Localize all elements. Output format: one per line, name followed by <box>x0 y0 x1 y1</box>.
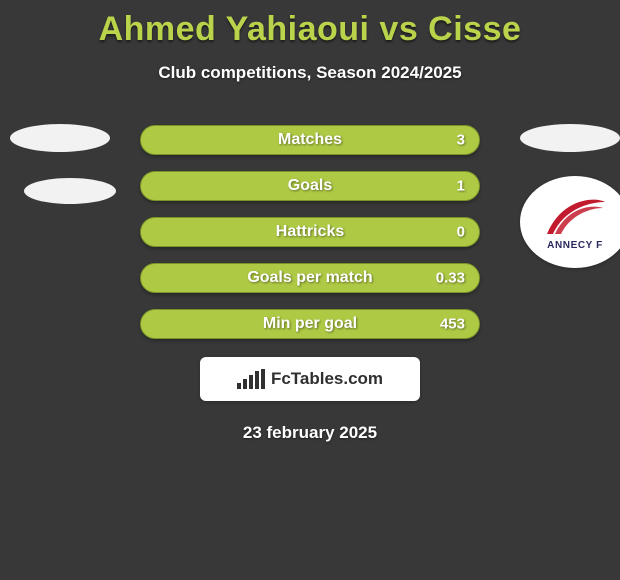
stat-value: 3 <box>457 132 465 149</box>
stat-bar: Min per goal 453 <box>140 309 480 339</box>
stat-label: Goals per match <box>247 269 372 287</box>
left-club-placeholder-2 <box>24 178 116 204</box>
date-text: 23 february 2025 <box>0 423 620 443</box>
page-subtitle: Club competitions, Season 2024/2025 <box>0 63 620 83</box>
right-club-placeholder-1 <box>520 124 620 152</box>
stat-label: Matches <box>278 131 342 149</box>
stat-bar: Hattricks 0 <box>140 217 480 247</box>
stat-bar: Goals per match 0.33 <box>140 263 480 293</box>
branding-text: FcTables.com <box>271 369 383 389</box>
right-club-badge: ANNECY F <box>520 176 620 268</box>
annecy-swoosh-icon <box>543 194 607 238</box>
stat-bar: Goals 1 <box>140 171 480 201</box>
page-title: Ahmed Yahiaoui vs Cisse <box>0 0 620 49</box>
stat-label: Hattricks <box>276 223 344 241</box>
left-club-placeholder-1 <box>10 124 110 152</box>
stat-bar: Matches 3 <box>140 125 480 155</box>
bar-chart-icon <box>237 369 265 389</box>
branding-box: FcTables.com <box>200 357 420 401</box>
stat-label: Goals <box>288 177 332 195</box>
stat-label: Min per goal <box>263 315 357 333</box>
annecy-fc-logo: ANNECY F <box>520 176 620 268</box>
right-club-name: ANNECY F <box>547 240 603 251</box>
stat-value: 0 <box>457 224 465 241</box>
stat-value: 453 <box>440 316 465 333</box>
stat-value: 1 <box>457 178 465 195</box>
stat-value: 0.33 <box>436 270 465 287</box>
